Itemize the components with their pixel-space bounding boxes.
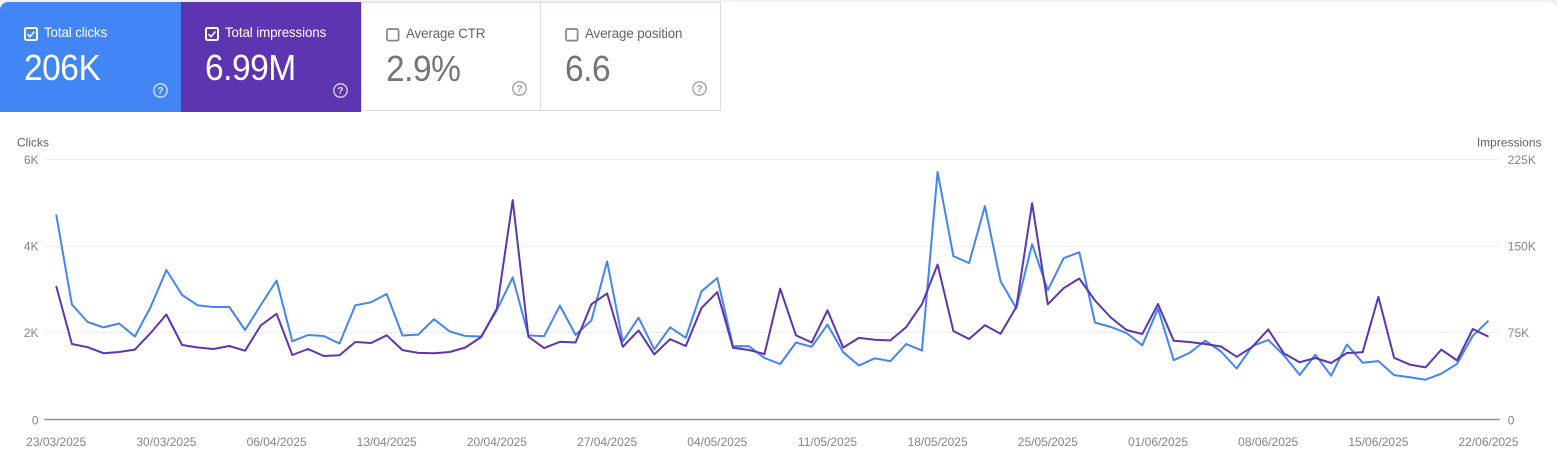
svg-text:Impressions: Impressions	[1477, 136, 1542, 150]
svg-text:13/04/2025: 13/04/2025	[357, 435, 417, 449]
svg-text:23/03/2025: 23/03/2025	[26, 435, 86, 449]
svg-text:?: ?	[157, 85, 163, 97]
svg-text:27/04/2025: 27/04/2025	[577, 435, 637, 449]
svg-text:225K: 225K	[1508, 153, 1536, 167]
svg-text:150K: 150K	[1508, 240, 1536, 254]
svg-text:20/04/2025: 20/04/2025	[467, 435, 527, 449]
svg-text:6K: 6K	[24, 153, 39, 167]
svg-text:15/06/2025: 15/06/2025	[1348, 435, 1408, 449]
svg-text:08/06/2025: 08/06/2025	[1238, 435, 1298, 449]
svg-text:22/06/2025: 22/06/2025	[1458, 435, 1518, 449]
svg-text:25/05/2025: 25/05/2025	[1018, 435, 1078, 449]
svg-text:4K: 4K	[24, 240, 39, 254]
svg-text:11/05/2025: 11/05/2025	[798, 435, 857, 449]
svg-text:0: 0	[32, 413, 39, 427]
svg-text:75K: 75K	[1508, 326, 1529, 340]
svg-text:Clicks: Clicks	[17, 136, 49, 150]
svg-text:?: ?	[337, 85, 343, 97]
svg-text:?: ?	[696, 83, 702, 95]
svg-text:01/06/2025: 01/06/2025	[1128, 435, 1188, 449]
svg-text:30/03/2025: 30/03/2025	[136, 435, 196, 449]
svg-text:18/05/2025: 18/05/2025	[908, 435, 968, 449]
svg-text:2K: 2K	[24, 326, 39, 340]
svg-text:?: ?	[516, 83, 522, 95]
svg-text:0: 0	[1508, 413, 1515, 427]
svg-text:04/05/2025: 04/05/2025	[687, 435, 747, 449]
svg-text:06/04/2025: 06/04/2025	[247, 435, 307, 449]
